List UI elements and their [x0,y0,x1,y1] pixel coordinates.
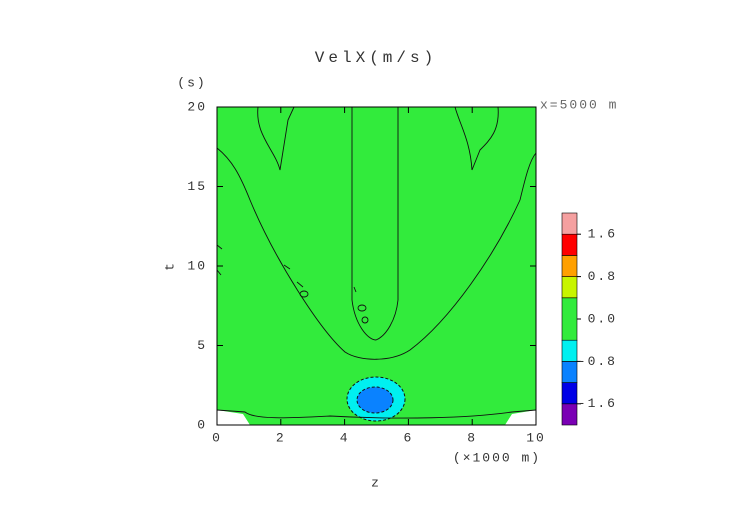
contour-line [257,106,295,171]
colorbar-box [561,212,578,235]
colorbar-label: 0.8 [588,269,617,284]
colorbar-label: 0.0 [588,311,617,326]
contour-line [216,409,537,419]
colorbar-box [561,382,578,405]
x-unit: (×1000 m) [453,450,541,465]
contour-line [351,107,399,341]
y-tick-label: 20 [187,99,207,114]
y-tick-label: 15 [187,179,207,194]
x-axis-label: z [371,475,381,490]
contour-line [454,106,499,171]
y-tick-label: 5 [197,338,207,353]
y-axis-label: t [162,261,177,271]
colorbar-box [561,233,578,256]
colorbar-box [561,403,578,426]
colorbar-label: 1.6 [588,227,617,242]
contour-line [216,147,537,360]
annotation: x=5000 m [540,97,618,112]
x-tick-label: 2 [276,430,286,445]
chart-title: VelX(m/s) [315,49,437,67]
field-gap [217,410,536,425]
colorbar-box [561,297,578,341]
colorbar-label: -0.8 [578,354,617,369]
colorbar-box [561,276,578,299]
colorbar-box [561,255,578,277]
contour-field [216,106,537,425]
x-tick-label: 0 [212,430,222,445]
y-unit: (s) [177,75,206,90]
contour-line [216,244,369,324]
x-tick-label: 8 [467,430,477,445]
x-tick-label: 6 [403,430,413,445]
y-tick-label: 10 [187,258,207,273]
colorbar-box [561,361,578,383]
x-tick-label: 4 [340,430,350,445]
colorbar-label: -1.6 [578,396,617,411]
x-tick-label: 10 [526,430,546,445]
contour-fill [356,386,394,414]
y-tick-label: 0 [197,417,207,432]
colorbar-box [561,339,578,362]
